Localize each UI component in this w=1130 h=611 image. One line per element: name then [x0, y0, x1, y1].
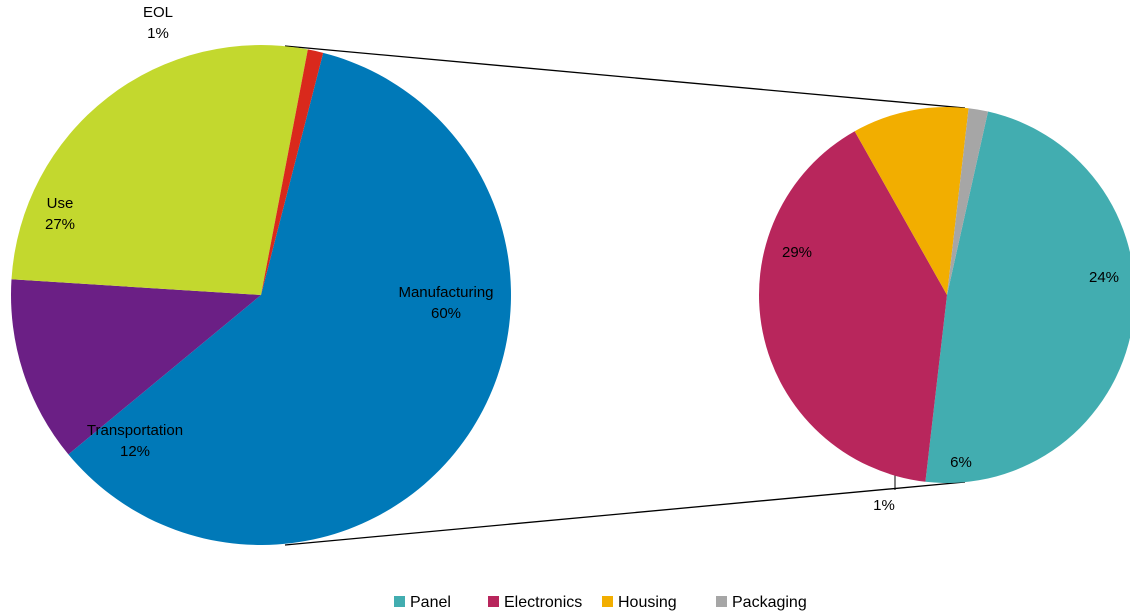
sub-slice-packaging [947, 108, 989, 295]
main-slice-manufacturing [68, 52, 511, 545]
data-label-packaging: 1% [873, 497, 895, 514]
legend-swatch-packaging [716, 596, 727, 607]
main-slice-transportation [10, 279, 262, 455]
legend-swatch-housing [602, 596, 613, 607]
legend-label-packaging: Packaging [732, 594, 807, 611]
legend-label-housing: Housing [618, 594, 677, 611]
sub-slice-panel [925, 111, 1130, 483]
data-label-electronics: 24% [1089, 269, 1119, 286]
sub-slice-electronics [759, 131, 947, 482]
connector-line-top [284, 45, 966, 109]
data-label-use: Use 27% [45, 195, 75, 233]
data-label-housing: 6% [950, 454, 972, 471]
data-label-transportation: Transportation 12% [87, 422, 183, 460]
legend-swatch-electronics [488, 596, 499, 607]
legend-swatch-panel [394, 596, 405, 607]
data-label-panel: 29% [782, 244, 812, 261]
data-label-eol: EOL 1% [143, 4, 173, 42]
main-slice-use [11, 45, 308, 296]
legend-label-electronics: Electronics [504, 594, 582, 611]
connector-line-bottom [284, 481, 966, 546]
data-label-manufacturing: Manufacturing 60% [398, 284, 493, 322]
legend-label-panel: Panel [410, 594, 451, 611]
main-slice-eol [261, 49, 324, 296]
sub-slice-housing [854, 107, 969, 295]
